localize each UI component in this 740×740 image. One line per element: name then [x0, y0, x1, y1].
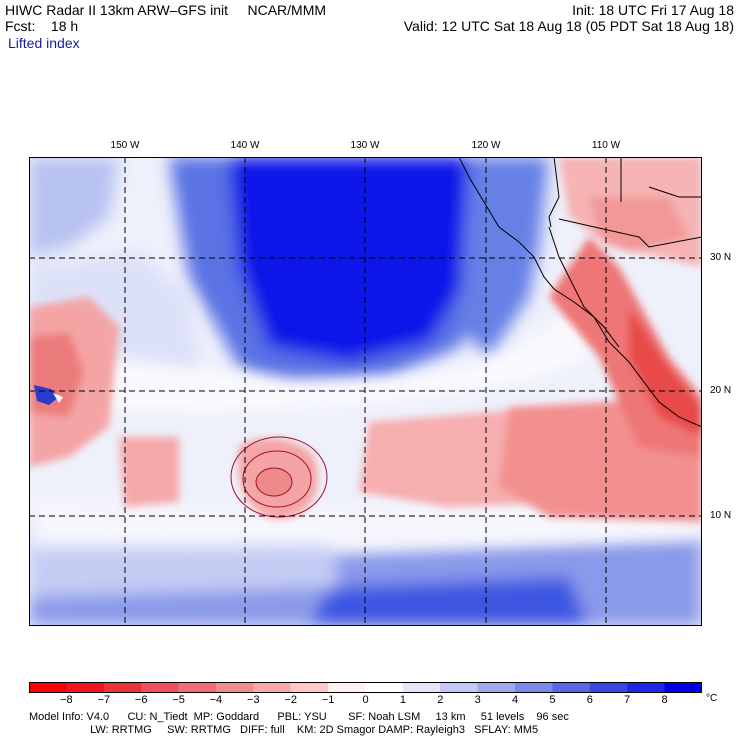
colorbar-tick-label: −2: [284, 694, 297, 706]
tropical-cyclone: [230, 436, 328, 518]
map-frame: [29, 157, 702, 626]
lifted-index-map: [29, 157, 702, 626]
colorbar-tick-label: 2: [437, 694, 444, 706]
colorbar-tick-label: 1: [399, 694, 406, 706]
colorbar-swatch: [66, 682, 105, 693]
colorbar-swatch: [178, 682, 217, 693]
forecast-hours: 18 h: [50, 18, 79, 34]
forecast-label: Fcst:: [5, 18, 36, 34]
colorbar-swatch: [215, 682, 254, 693]
coastline: [458, 157, 702, 428]
field-name: Lifted index: [8, 35, 80, 51]
org-label: NCAR/MMM: [247, 2, 327, 18]
colorbar-unit: °C: [706, 693, 718, 704]
colorbar-tick-label: 3: [474, 694, 481, 706]
colorbar-swatch: [402, 682, 441, 693]
hawaii-islands: [34, 385, 63, 405]
colorbar-tick-label: 5: [549, 694, 556, 706]
colorbar-swatch: [477, 682, 516, 693]
colorbar-frame: [29, 682, 702, 693]
colorbar-tick-label: 6: [586, 694, 593, 706]
colorbar-tick-label: 8: [661, 694, 668, 706]
colorbar-swatch: [290, 682, 329, 693]
valid-time: Valid: 12 UTC Sat 18 Aug 18 (05 PDT Sat …: [403, 18, 734, 34]
colorbar-tick-label: 7: [624, 694, 631, 706]
colorbar-swatch: [515, 682, 553, 693]
lon-label-140w: 140 W: [230, 140, 260, 151]
init-time: Init: 18 UTC Fri 17 Aug 18: [572, 2, 734, 18]
colorbar-tick-label: −7: [97, 694, 111, 706]
lon-label-120w: 120 W: [471, 140, 501, 151]
colorbar-tick-label: −5: [172, 694, 185, 706]
colorbar-swatch: [440, 682, 479, 693]
colorbar: [29, 682, 702, 693]
forecast-line: Fcst: 18 h: [5, 18, 78, 35]
colorbar-swatch: [589, 682, 628, 693]
colorbar-swatch: [29, 682, 67, 693]
header-title-line: HIWC Radar II 13km ARW–GFS init NCAR/MMM: [5, 2, 326, 19]
colorbar-swatch: [627, 682, 666, 693]
graticule: [29, 157, 702, 626]
colorbar-swatch: [328, 682, 366, 693]
colorbar-tick-label: 0: [362, 694, 369, 706]
colorbar-swatch: [664, 682, 702, 693]
lon-label-110w: 110 W: [591, 140, 621, 151]
lon-label-130w: 130 W: [350, 140, 380, 151]
colorbar-swatch: [141, 682, 180, 693]
lat-label-20n: 20 N: [710, 385, 732, 396]
model-info-line2: LW: RRTMG SW: RRTMG DIFF: full KM: 2D Sm…: [29, 724, 539, 736]
colorbar-tick-label: −3: [247, 694, 260, 706]
colorbar-swatch: [103, 682, 142, 693]
lon-label-150w: 150 W: [110, 140, 140, 151]
colorbar-swatch: [253, 682, 292, 693]
colorbar-tick-label: −8: [60, 694, 73, 706]
colorbar-tick-label: −6: [134, 694, 148, 706]
model-title: HIWC Radar II 13km ARW–GFS init: [5, 2, 229, 18]
colorbar-swatch: [365, 682, 404, 693]
colorbar-swatch: [552, 682, 591, 693]
colorbar-tick-label: −1: [321, 694, 335, 706]
colorbar-tick-label: 4: [512, 694, 519, 706]
lat-label-30n: 30 N: [710, 252, 732, 263]
colorbar-tick-label: −4: [209, 694, 223, 706]
model-info-line1: Model Info: V4.0 CU: N_Tiedt MP: Goddard…: [29, 711, 569, 723]
lat-label-10n: 10 N: [710, 510, 732, 521]
